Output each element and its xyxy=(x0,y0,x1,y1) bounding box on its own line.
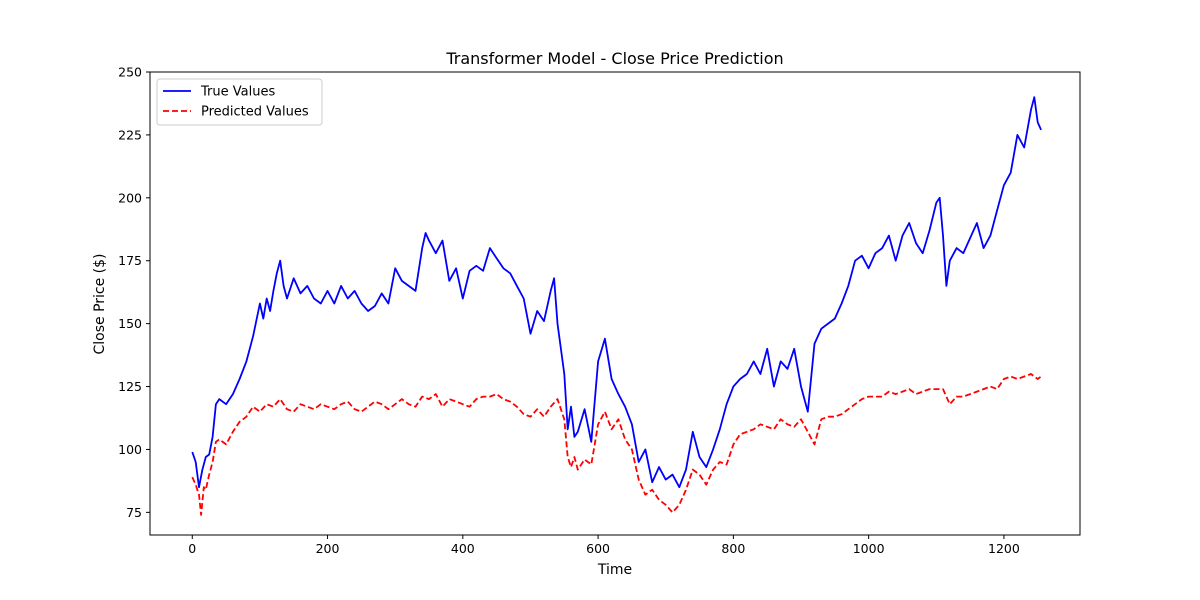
x-tick-label: 1200 xyxy=(988,541,1020,556)
y-tick-label: 200 xyxy=(118,190,142,205)
series-line-predicted-values xyxy=(191,373,1042,516)
x-tick-label: 1000 xyxy=(853,541,885,556)
y-tick-label: 125 xyxy=(118,379,142,394)
y-tick-label: 175 xyxy=(118,253,142,268)
x-axis-label: Time xyxy=(597,562,632,578)
y-tick-label: 225 xyxy=(118,127,142,142)
x-tick-label: 200 xyxy=(316,541,340,556)
legend: True Values Predicted Values xyxy=(156,78,323,126)
axes-frame xyxy=(149,71,1081,536)
legend-label: Predicted Values xyxy=(201,105,309,120)
y-tick-label: 150 xyxy=(118,316,142,331)
x-tick-label: 400 xyxy=(451,541,475,556)
y-tick-label: 75 xyxy=(126,505,142,520)
legend-label: True Values xyxy=(200,85,275,100)
y-tick-label: 100 xyxy=(118,442,142,457)
chart-title: Transformer Model - Close Price Predicti… xyxy=(445,49,783,68)
x-tick-label: 0 xyxy=(188,541,196,556)
series-line-true-values xyxy=(191,96,1042,489)
x-tick-label: 800 xyxy=(721,541,745,556)
x-tick-label: 600 xyxy=(586,541,610,556)
plot-area xyxy=(191,96,1042,516)
legend-box xyxy=(156,78,323,126)
axis-ticks: 0 200 400 600 800 1000 1200 75 100 125 150 175 200 22… xyxy=(118,65,1020,557)
y-axis-label: Close Price ($) xyxy=(92,253,108,354)
y-tick-label: 250 xyxy=(118,65,142,80)
